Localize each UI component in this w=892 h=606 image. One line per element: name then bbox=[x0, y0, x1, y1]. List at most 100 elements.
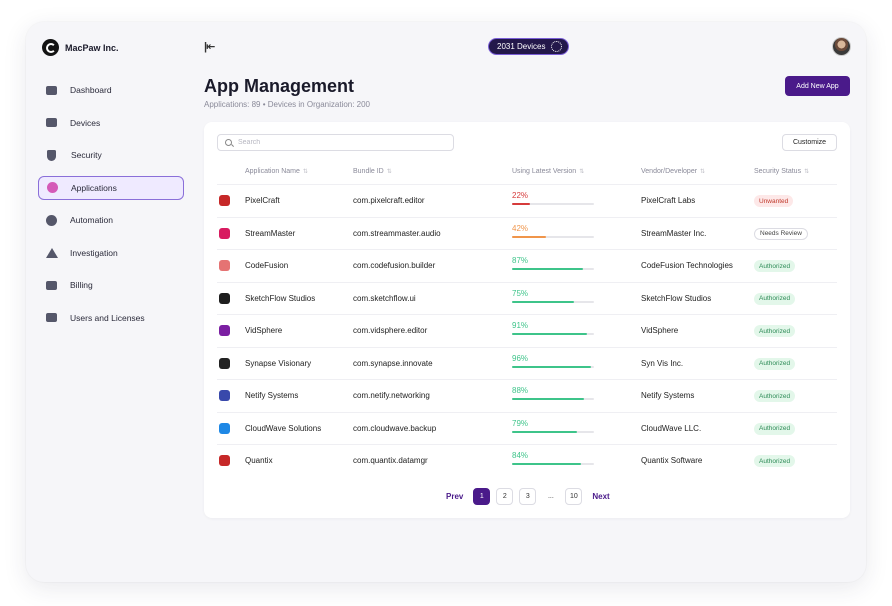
status-badge[interactable]: Authorized bbox=[754, 260, 796, 272]
version-progress-bar bbox=[512, 398, 594, 400]
column-label: Bundle ID bbox=[353, 168, 384, 175]
app-window: MacPaw Inc. |⇤ 2031 Devices Dashboard De… bbox=[26, 22, 866, 582]
version-percent: 87% bbox=[512, 256, 529, 265]
app-name[interactable]: PixelCraft bbox=[245, 196, 280, 205]
column-header-name[interactable]: Application Name ⇅ bbox=[245, 168, 308, 175]
bundle-id: com.cloudwave.backup bbox=[353, 423, 437, 433]
add-new-app-button[interactable]: Add New App bbox=[785, 76, 850, 96]
next-page-link[interactable]: Next bbox=[592, 492, 610, 501]
app-name[interactable]: Netify Systems bbox=[245, 391, 299, 400]
version-percent: 88% bbox=[512, 386, 529, 395]
status-badge[interactable]: Authorized bbox=[754, 325, 796, 337]
sidebar-item-security[interactable]: Security bbox=[38, 143, 184, 167]
version-progress-fill bbox=[512, 333, 587, 335]
app-name[interactable]: CodeFusion bbox=[245, 261, 289, 270]
shield-icon bbox=[47, 149, 56, 161]
table-row[interactable]: PixelCraft com.pixelcraft.editor 22% PixelC… bbox=[217, 184, 837, 217]
sidebar-item-users[interactable]: Users and Licenses bbox=[38, 306, 184, 330]
sidebar-item-dashboard[interactable]: Dashboard bbox=[38, 78, 184, 102]
automation-icon bbox=[46, 214, 57, 226]
bundle-id: com.streammaster.audio bbox=[353, 228, 441, 238]
sort-icon: ⇅ bbox=[804, 169, 810, 175]
column-header-bundle[interactable]: Bundle ID ⇅ bbox=[353, 168, 392, 175]
vendor: Netify Systems bbox=[641, 391, 695, 400]
page-10-button[interactable]: 10 bbox=[565, 488, 583, 505]
version-progress-bar bbox=[512, 365, 594, 368]
page-title: App Management bbox=[204, 76, 355, 96]
user-avatar[interactable] bbox=[832, 37, 851, 56]
table-row[interactable]: VidSphere com.vidsphere.editor 91% VidSpher… bbox=[217, 314, 837, 347]
codefusion-app-icon bbox=[219, 260, 230, 271]
macpaw-logo-icon bbox=[42, 39, 59, 56]
app-name[interactable]: SketchFlow Studios bbox=[245, 293, 316, 303]
page-1-button[interactable]: 1 bbox=[473, 488, 491, 505]
version-progress-bar bbox=[512, 463, 594, 465]
sidebar-item-label: Devices bbox=[70, 117, 101, 128]
column-header-version[interactable]: Using Latest Version ⇅ bbox=[512, 168, 584, 175]
sidebar-item-automation[interactable]: Automation bbox=[38, 208, 184, 232]
table-row[interactable]: Quantix com.quantix.datamgr 84% Quantix Sof… bbox=[217, 444, 837, 477]
column-header-vendor[interactable]: Vendor/Developer ⇅ bbox=[641, 168, 705, 175]
table-row[interactable]: StreamMaster com.streammaster.audio 42% Str… bbox=[217, 216, 837, 250]
sidebar-item-label: Users and Licenses bbox=[70, 312, 145, 323]
app-name[interactable]: Synapse Visionary bbox=[245, 358, 312, 368]
bundle-id: com.synapse.innovate bbox=[353, 358, 433, 368]
page-subtitle: Applications: 89 • Devices in Organizati… bbox=[204, 100, 371, 109]
vendor: Quantix Software bbox=[641, 456, 703, 465]
table-row[interactable]: CodeFusion com.codefusion.builder 87% CodeF… bbox=[217, 249, 837, 282]
sort-icon: ⇅ bbox=[386, 169, 392, 175]
sort-icon: ⇅ bbox=[302, 169, 308, 175]
brand[interactable]: MacPaw Inc. bbox=[42, 39, 119, 56]
table-row[interactable]: CloudWave Solutions com.cloudwave.backup 7… bbox=[217, 411, 837, 445]
search-input[interactable] bbox=[238, 139, 438, 146]
bundle-id: com.vidsphere.editor bbox=[353, 326, 428, 335]
status-badge[interactable]: Unwanted bbox=[754, 195, 794, 207]
app-name[interactable]: StreamMaster bbox=[245, 228, 296, 238]
page-3-button[interactable]: 3 bbox=[519, 488, 537, 505]
sidebar-item-devices[interactable]: Devices bbox=[38, 111, 184, 135]
devices-count-pill[interactable]: 2031 Devices bbox=[488, 38, 570, 55]
version-progress-bar bbox=[512, 300, 594, 303]
table-row[interactable]: Netify Systems com.netify.networking 88% Ne… bbox=[217, 379, 837, 412]
pixelcraft-app-icon bbox=[219, 195, 230, 206]
sidebar: Dashboard Devices Security Applications … bbox=[38, 78, 184, 338]
vendor: CloudWave LLC. bbox=[641, 423, 702, 433]
version-progress-fill bbox=[512, 398, 585, 400]
sidebar-item-billing[interactable]: Billing bbox=[38, 273, 184, 297]
sketchflow-app-icon bbox=[219, 292, 230, 304]
sidebar-item-investigation[interactable]: Investigation bbox=[38, 241, 184, 265]
pagination: Prev 1 2 3 ... 10 Next bbox=[442, 488, 614, 505]
page-2-button[interactable]: 2 bbox=[496, 488, 514, 505]
prev-page-link[interactable]: Prev bbox=[446, 492, 464, 501]
status-badge[interactable]: Needs Review bbox=[754, 227, 808, 240]
quantix-app-icon bbox=[219, 455, 230, 466]
netify-app-icon bbox=[219, 390, 230, 401]
app-name[interactable]: CloudWave Solutions bbox=[245, 423, 322, 433]
synapse-app-icon bbox=[219, 357, 230, 369]
page-ellipsis: ... bbox=[547, 493, 554, 500]
status-badge[interactable]: Authorized bbox=[754, 292, 796, 305]
collapse-sidebar-icon[interactable]: |⇤ bbox=[204, 41, 215, 53]
version-percent: 79% bbox=[512, 418, 529, 428]
column-label: Security Status bbox=[754, 168, 802, 175]
app-name[interactable]: Quantix bbox=[245, 456, 273, 465]
vendor: Syn Vis Inc. bbox=[641, 358, 684, 368]
sidebar-item-applications[interactable]: Applications bbox=[38, 175, 184, 200]
brand-name: MacPaw Inc. bbox=[65, 42, 119, 53]
app-name[interactable]: VidSphere bbox=[245, 326, 283, 335]
table-row[interactable]: SketchFlow Studios com.sketchflow.ui 75% Sk… bbox=[217, 281, 837, 315]
version-percent: 84% bbox=[512, 451, 529, 460]
status-badge[interactable]: Authorized bbox=[754, 422, 796, 435]
status-badge[interactable]: Authorized bbox=[754, 357, 796, 370]
status-badge[interactable]: Authorized bbox=[754, 455, 796, 467]
cloudwave-app-icon bbox=[219, 422, 230, 434]
column-header-status[interactable]: Security Status ⇅ bbox=[754, 168, 809, 175]
table-row[interactable]: Synapse Visionary com.synapse.innovate 96%… bbox=[217, 346, 837, 380]
version-progress-fill bbox=[512, 268, 584, 270]
bundle-id: com.pixelcraft.editor bbox=[353, 196, 425, 205]
status-badge[interactable]: Authorized bbox=[754, 390, 796, 402]
version-progress-bar bbox=[512, 203, 594, 205]
search-box[interactable] bbox=[217, 134, 454, 151]
customize-button[interactable]: Customize bbox=[782, 134, 837, 151]
version-progress-fill bbox=[512, 430, 577, 433]
